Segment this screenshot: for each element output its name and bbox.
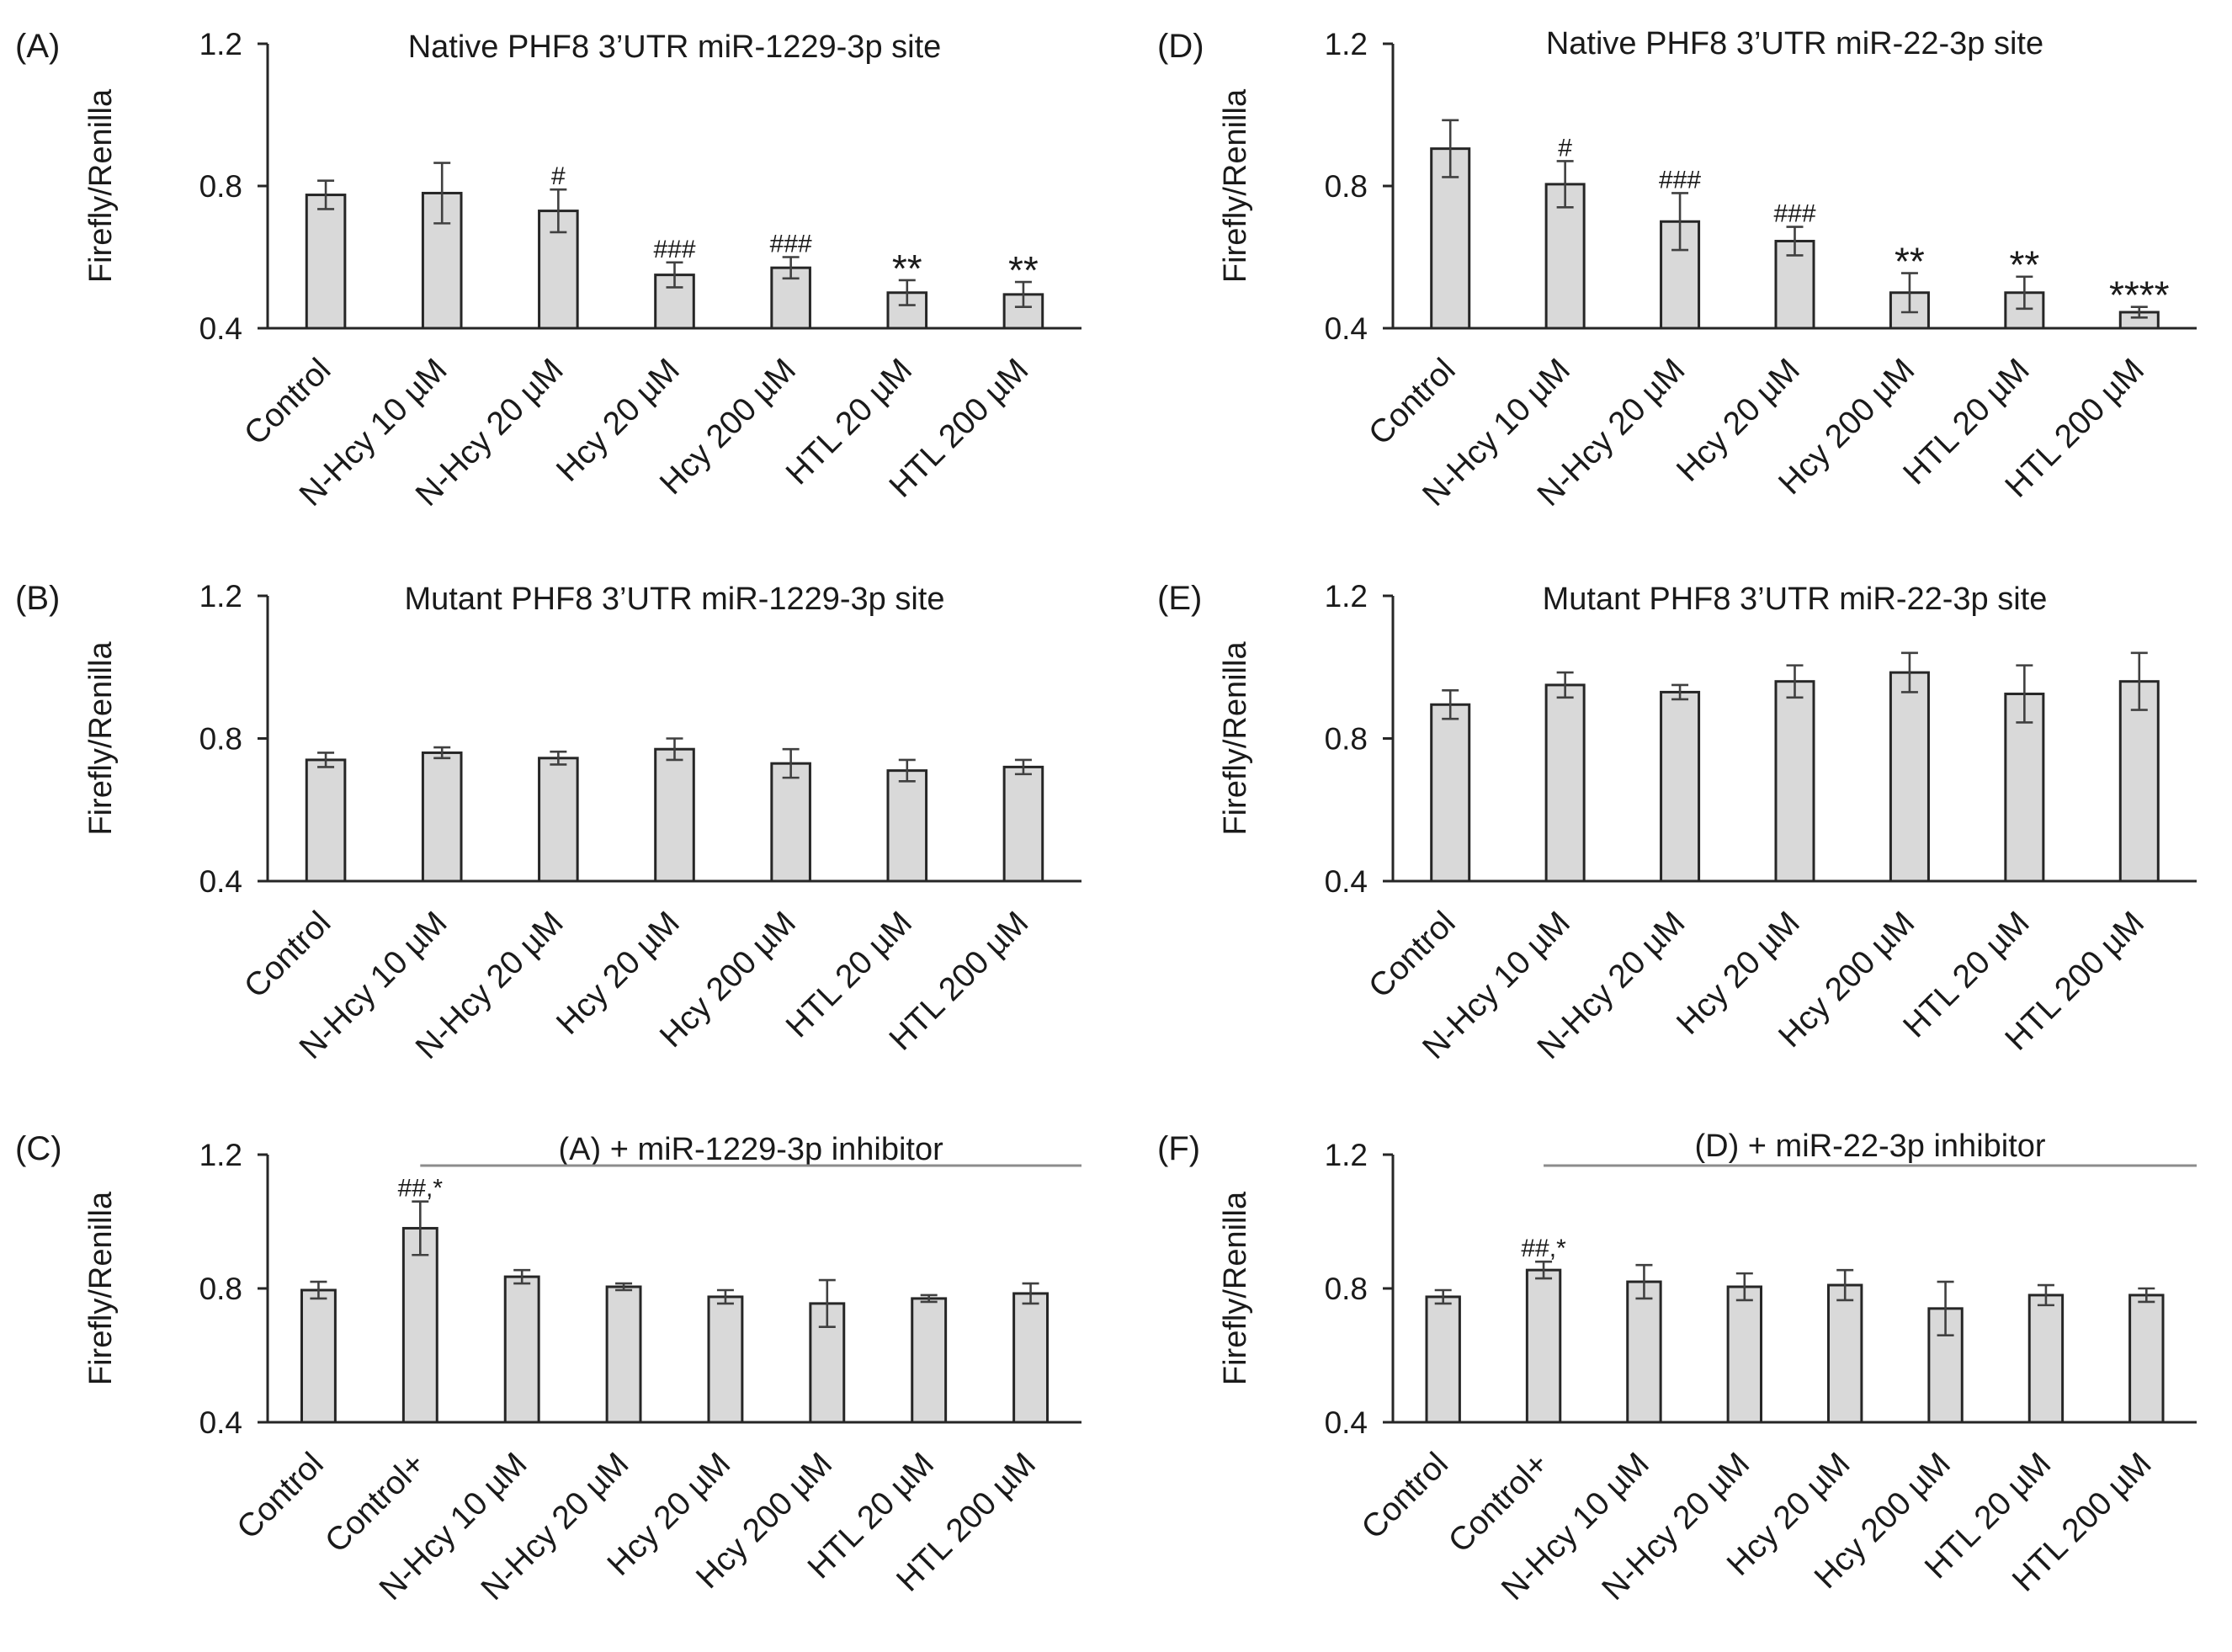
significance-label: ##,* [1521,1235,1566,1262]
panel-c: (C) (A) + miR-1229-3p inhibitor Firefly/Re… [15,1130,1081,1607]
significance-label: ** [892,247,922,290]
y-axis-label: Firefly/Renilla [1218,641,1253,836]
bar [538,757,579,883]
y-tick-label: 1.2 [199,579,242,614]
significance-label: **** [2109,274,2170,317]
significance-label: ##,* [398,1175,444,1203]
y-axis-label: Firefly/Renilla [83,641,119,836]
y-axis-label: Firefly/Renilla [1218,88,1253,283]
bar [1544,683,1586,883]
chart-title: (D) + miR-22-3p inhibitor [1694,1129,2045,1164]
bar [401,1226,438,1424]
bar [911,1297,948,1424]
bar [1826,1283,1863,1424]
significance-label: # [551,162,566,190]
y-tick-label: 0.8 [1325,722,1368,757]
y-tick-label: 0.8 [199,722,242,757]
panel-label: (E) [1157,580,1202,617]
panel-b: (B) Mutant PHF8 3’UTR miR-1229-3p site Fir… [15,579,1081,1066]
bar [1012,1292,1050,1424]
bar [886,769,928,883]
bar [300,1288,337,1424]
y-tick-label: 0.4 [1325,1405,1368,1440]
chart-title: (A) + miR-1229-3p inhibitor [559,1132,944,1167]
bar [503,1275,540,1424]
y-tick-label: 0.8 [1325,1272,1368,1306]
bar [2004,693,2045,883]
y-tick-label: 1.2 [199,1138,242,1172]
panel-d: (D) Native PHF8 3’UTR miR-22-3p site Firef… [1157,26,2197,513]
significance-label: ** [1895,240,1925,284]
bar [2004,291,2045,330]
bar [654,747,695,883]
bar [305,194,347,330]
bar [421,751,463,883]
y-tick-label: 0.8 [199,169,242,204]
bar [1774,680,1815,883]
panel-label: (D) [1157,28,1204,65]
significance-label: # [1558,134,1572,162]
chart-title: Native PHF8 3’UTR miR-22-3p site [1546,26,2043,61]
chart-title: Native PHF8 3’UTR miR-1229-3p site [408,29,942,65]
panel-e: (E) Mutant PHF8 3’UTR miR-22-3p site Firef… [1157,579,2197,1066]
bar [2128,1293,2165,1424]
y-tick-label: 0.4 [199,311,242,346]
bar [2118,680,2160,883]
bar [305,758,347,883]
bar [770,762,811,883]
panel-label: (C) [15,1130,62,1167]
significance-label: ### [770,231,812,258]
bar [1889,671,1930,883]
x-tick-label: Control [1362,905,1462,1005]
x-tick-label: Control [237,905,337,1005]
y-tick-label: 1.2 [1325,579,1368,614]
significance-label: ### [1659,166,1701,194]
panel-a: (A) Native PHF8 3’UTR miR-1229-3p site Fir… [15,27,1081,513]
chart-title: Mutant PHF8 3’UTR miR-22-3p site [1543,582,2048,617]
panel-label: (A) [15,28,60,65]
y-tick-label: 0.8 [1325,169,1368,204]
y-tick-label: 0.4 [1325,311,1368,346]
bar [1425,1295,1461,1424]
bar [1430,147,1471,330]
panel-label: (F) [1157,1130,1200,1167]
bar [707,1295,744,1424]
significance-label: ** [2009,243,2039,287]
panel-label: (B) [15,580,60,617]
bar [1626,1280,1662,1424]
x-tick-label: Control [1355,1446,1455,1546]
x-tick-label: Control [230,1446,330,1546]
bar [605,1285,642,1424]
significance-label: ** [1008,248,1039,292]
bar [1660,690,1701,883]
y-tick-label: 0.8 [199,1272,242,1306]
bar [1525,1268,1562,1424]
chart-title: Mutant PHF8 3’UTR miR-1229-3p site [405,582,945,617]
significance-label: ### [1773,200,1815,228]
y-axis-label: Firefly/Renilla [83,1191,119,1385]
bar [1726,1285,1763,1424]
y-tick-label: 0.4 [199,864,242,899]
y-tick-label: 1.2 [1325,27,1368,61]
y-axis-label: Firefly/Renilla [83,88,119,283]
y-axis-label: Firefly/Renilla [1218,1191,1253,1385]
bar [2027,1293,2065,1424]
x-tick-label: Control [237,352,337,452]
bar [1002,765,1044,883]
y-tick-label: 1.2 [1325,1138,1368,1172]
significance-label: ### [653,236,695,263]
panel-f: (F) (D) + miR-22-3p inhibitor Firefly/Reni… [1157,1129,2197,1607]
bar [1430,703,1471,883]
y-tick-label: 0.4 [199,1405,242,1440]
y-tick-label: 1.2 [199,27,242,61]
x-tick-label: Control [1362,352,1462,452]
y-tick-label: 0.4 [1325,864,1368,899]
